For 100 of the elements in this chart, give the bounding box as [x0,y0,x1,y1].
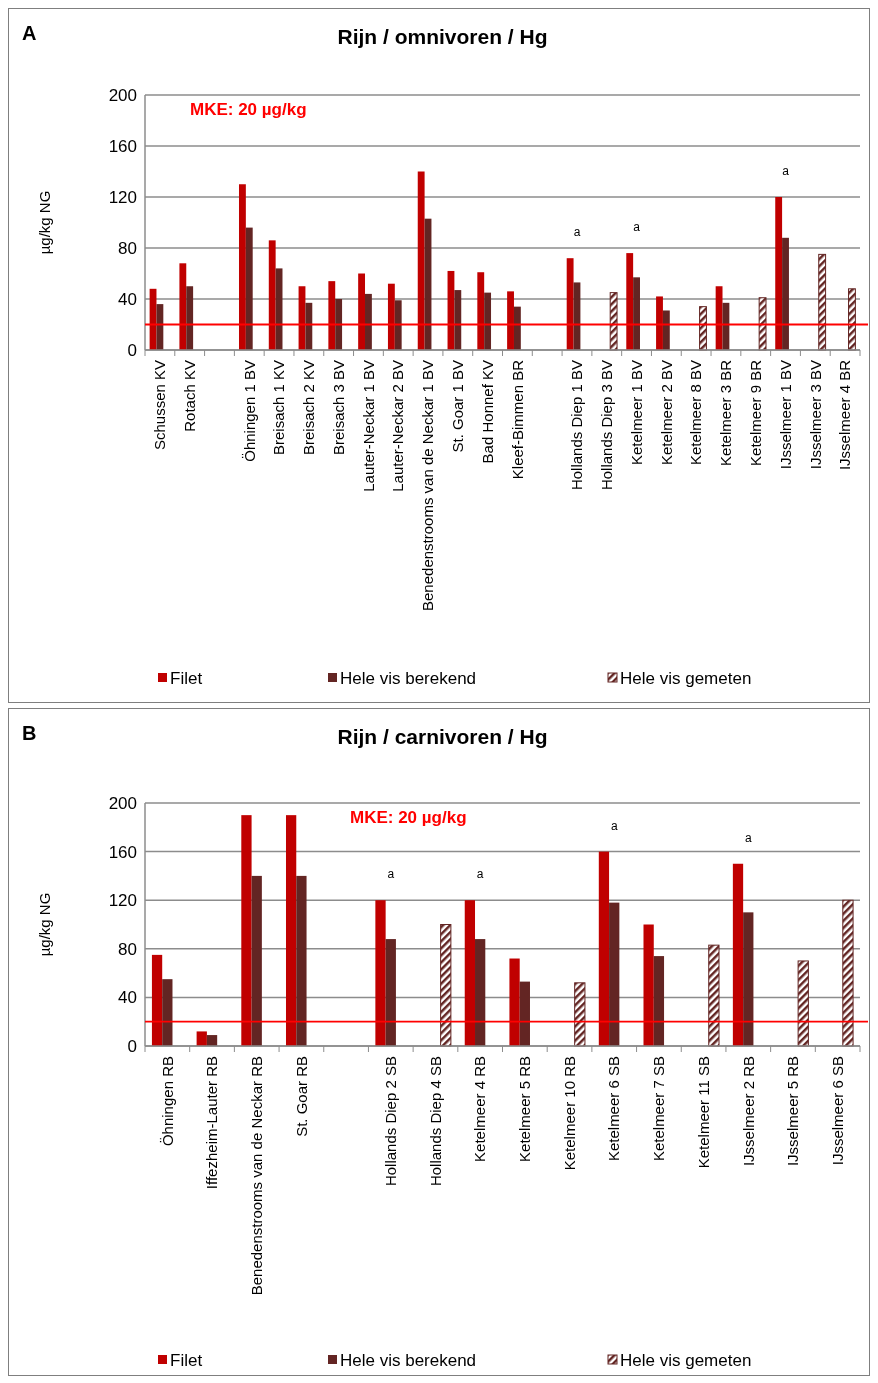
annotation: a [782,164,790,178]
bar [196,1031,207,1046]
y-tick-label: 40 [118,988,137,1008]
x-tick-label: IJsselmeer 4 BR [836,359,854,471]
y-tick-label: 120 [108,891,137,911]
ref-line-label: MKE: 20 µg/kg [190,100,307,119]
x-tick-label: Ketelmeer 9 BR [746,359,764,466]
bar [179,263,187,350]
bar [151,954,163,1046]
bar [513,306,521,350]
bar [509,958,520,1046]
x-tick-label: Ketelmeer 1 BV [627,360,645,466]
bar [566,258,574,350]
bar [633,277,640,350]
legend-label: Hele vis gemeten [620,668,752,688]
x-tick-label: IJsselmeer 2 RB [739,1056,757,1167]
bar [818,253,827,351]
y-tick-label: 0 [127,1036,137,1056]
bar [715,286,723,350]
bar [156,304,164,350]
x-tick-label: Breisach 1 KV [270,360,288,456]
bar [653,956,665,1046]
x-tick-label: Ketelmeer 10 RB [560,1056,578,1171]
bar [475,939,486,1046]
x-tick-label: IJsselmeer 3 BV [806,360,824,470]
chart-title: Rijn / carnivoren / Hg [337,725,548,748]
x-tick-label: Öhningen 1 BV [240,360,258,462]
bar [296,875,307,1046]
bar [268,240,276,350]
x-tick-label: Ketelmeer 4 RB [471,1056,489,1162]
x-tick-label: Ketelmeer 8 BV [687,360,705,466]
text: A [22,22,37,44]
x-tick-label: Öhningen RB [158,1056,176,1147]
x-tick-label: Ketelmeer 7 SB [650,1056,668,1162]
bar [609,902,620,1046]
bar [519,981,530,1046]
x-tick-label: Ketelmeer 2 BV [657,360,675,466]
x-tick-label: Rotach KV [180,360,198,432]
legend-label: Filet [170,1350,203,1370]
y-tick-label: 120 [108,187,137,207]
bar [484,292,492,350]
x-tick-label: Kleef-Bimmen BR [508,359,526,480]
y-tick-label: 0 [127,340,137,360]
bar [743,912,754,1046]
annotation: a [610,818,618,833]
bar [699,306,707,351]
bar [335,299,343,350]
x-tick-label: Schussen KV [151,360,169,451]
x-tick-label: Bad Honnef KV [478,360,496,464]
x-tick-label: Benedenstrooms van de Neckar RB [247,1056,265,1296]
bar [643,924,654,1046]
y-tick-label: 80 [118,939,137,959]
legend-label: Filet [170,668,203,688]
bar [358,273,366,350]
legend-label: Hele vis berekend [340,1350,477,1370]
bar [417,171,425,350]
bar [385,939,396,1046]
bar [574,982,586,1047]
x-tick-label: St. Goar RB [292,1056,310,1137]
x-tick-label: Benedenstrooms van de Neckar 1 BV [419,360,437,611]
bar [775,197,783,350]
bar [656,296,663,350]
bar [848,288,856,351]
x-tick-label: Ketelmeer 11 SB [694,1056,712,1169]
x-tick-label: Hollands Diep 3 BV [598,360,616,491]
legend-label: Hele vis gemeten [620,1350,752,1370]
bar [626,253,634,350]
y-tick-label: 80 [118,238,137,258]
bar [662,310,670,350]
bar [241,815,252,1046]
bar [305,302,313,350]
annotation: a [633,220,641,235]
y-tick-label: 160 [108,136,137,156]
y-axis-title: µg/kg NG [36,892,53,957]
y-tick-label: 40 [118,289,137,309]
bar [797,960,809,1047]
text: B [22,722,37,744]
bar [440,924,452,1047]
bar [507,291,514,350]
bar [732,863,744,1046]
bar [186,286,194,350]
bar [387,283,395,350]
bar [842,899,854,1047]
bar [609,292,618,351]
x-tick-label: St. Goar 1 BV [449,360,467,453]
chart-title: Rijn / omnivoren / Hg [337,25,548,48]
bar [251,875,262,1046]
annotation: a [387,867,395,882]
bar [365,293,372,350]
y-axis-title: µg/kg NG [36,190,53,255]
x-tick-label: IJsselmeer 5 RB [784,1056,802,1167]
x-tick-label: Ketelmeer 6 SB [605,1056,623,1162]
bar [464,900,476,1046]
bar [758,297,767,351]
x-tick-label: Hollands Diep 2 SB [382,1056,400,1187]
x-tick-label: Lauter-Neckar 1 BV [359,360,377,492]
annotation: a [744,830,752,845]
bar [162,979,173,1046]
bar [454,290,462,350]
bar [394,300,402,350]
